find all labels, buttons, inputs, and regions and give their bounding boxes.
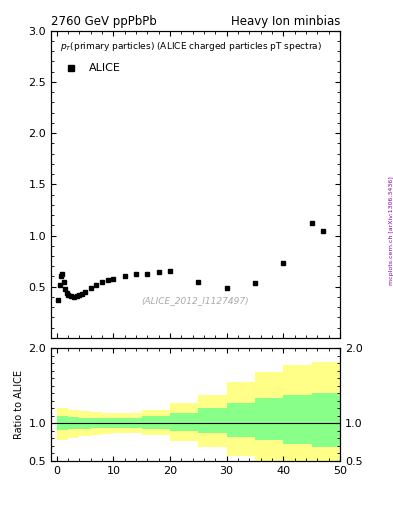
Text: $p_T$(primary particles) (ALICE charged particles pT spectra): $p_T$(primary particles) (ALICE charged …: [60, 40, 322, 53]
Text: Heavy Ion minbias: Heavy Ion minbias: [231, 15, 340, 28]
Text: (ALICE_2012_I1127497): (ALICE_2012_I1127497): [142, 296, 249, 306]
Y-axis label: Ratio to ALICE: Ratio to ALICE: [14, 370, 24, 439]
Text: mcplots.cern.ch [arXiv:1306.3436]: mcplots.cern.ch [arXiv:1306.3436]: [389, 176, 393, 285]
Text: ALICE: ALICE: [89, 62, 121, 73]
Text: 2760 GeV ppPbPb: 2760 GeV ppPbPb: [51, 15, 157, 28]
